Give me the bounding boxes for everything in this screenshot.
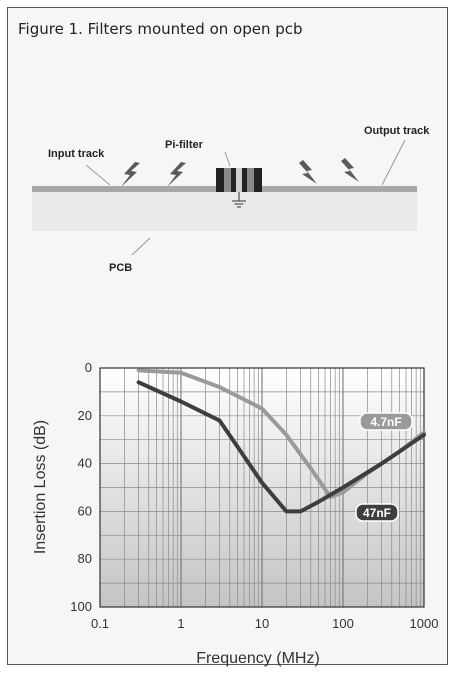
y-tick-label: 100 [70, 599, 92, 614]
lightning-icon [121, 162, 140, 187]
y-tick-label: 40 [78, 456, 92, 471]
figure-title: Figure 1. Filters mounted on open pcb [18, 20, 303, 38]
y-axis-label: Insertion Loss (dB) [32, 420, 49, 554]
series-label-box [359, 412, 413, 431]
y-tick-label: 20 [78, 408, 92, 423]
plot-border [99, 367, 425, 608]
x-tick-label: 0.1 [91, 616, 109, 631]
x-tick-label: 10 [255, 616, 269, 631]
output-track-label: Output track [364, 125, 430, 137]
pi-filter-component [216, 168, 262, 208]
lightning-icon [341, 158, 359, 182]
pcb-arrow [131, 237, 151, 256]
lightning-icon [299, 160, 317, 184]
pcb-label: PCB [109, 262, 133, 274]
input-track-label: Input track [48, 148, 105, 160]
x-axis-label: Frequency (MHz) [196, 650, 320, 667]
y-tick-label: 80 [78, 551, 92, 566]
y-tick-label: 60 [78, 503, 92, 518]
y-tick-label: 0 [85, 360, 92, 375]
series-label: 4.7nF [370, 415, 401, 429]
pi-filter-label: Pi-filter [165, 139, 203, 151]
pcb-board [32, 191, 417, 231]
series-label-box [355, 503, 399, 522]
x-tick-label: 1000 [410, 616, 439, 631]
pi-filter-arrow [224, 151, 231, 167]
pcb-diagram [32, 139, 417, 256]
output-track-arrow [381, 139, 406, 186]
series-label: 47nF [363, 506, 391, 520]
x-tick-label: 1 [177, 616, 184, 631]
series-line-47nf [136, 380, 426, 514]
x-tick-label: 100 [332, 616, 354, 631]
input-track-arrow [85, 164, 111, 186]
lightning-icon [167, 162, 186, 187]
